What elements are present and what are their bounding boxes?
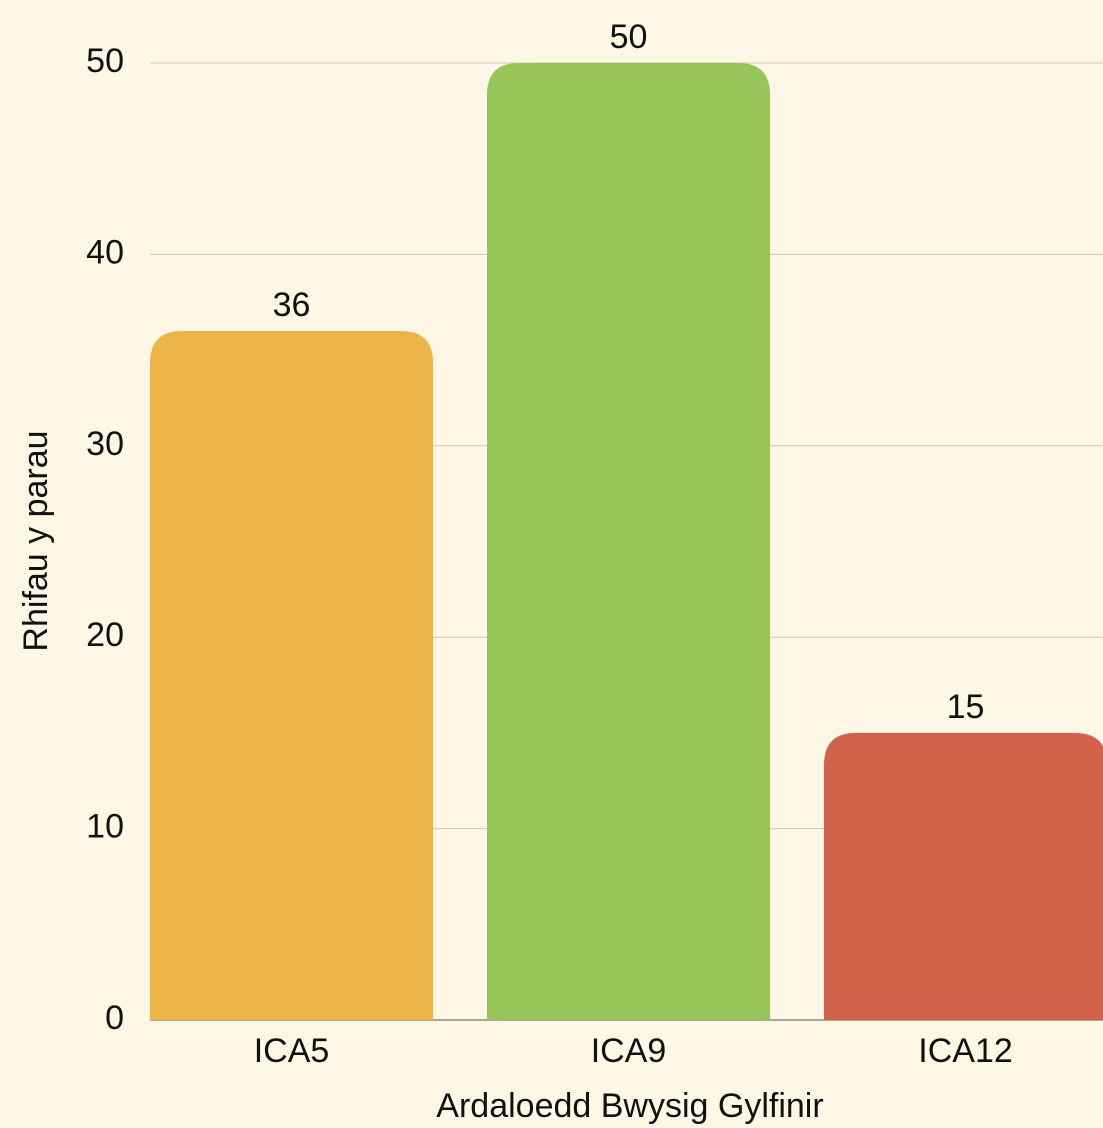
y-axis-label: Rhifau y parau (17, 430, 55, 651)
data-label: 36 (273, 286, 311, 324)
bar (150, 330, 434, 1021)
bar (824, 732, 1103, 1020)
y-tick-label: 10 (86, 808, 124, 846)
y-tick-label: 20 (86, 616, 124, 654)
data-label: 15 (947, 688, 985, 726)
y-tick-label: 30 (86, 425, 124, 463)
x-tick-label: ICA5 (254, 1032, 330, 1070)
bar (487, 63, 771, 1020)
y-tick-label: 0 (105, 999, 124, 1037)
x-axis-label: Ardaloedd Bwysig Gylfinir (436, 1087, 823, 1125)
y-tick-label: 40 (86, 233, 124, 271)
x-tick-label: ICA12 (918, 1032, 1013, 1070)
data-label: 50 (610, 18, 648, 56)
y-tick-label: 50 (86, 42, 124, 80)
x-tick-label: ICA9 (591, 1032, 667, 1070)
